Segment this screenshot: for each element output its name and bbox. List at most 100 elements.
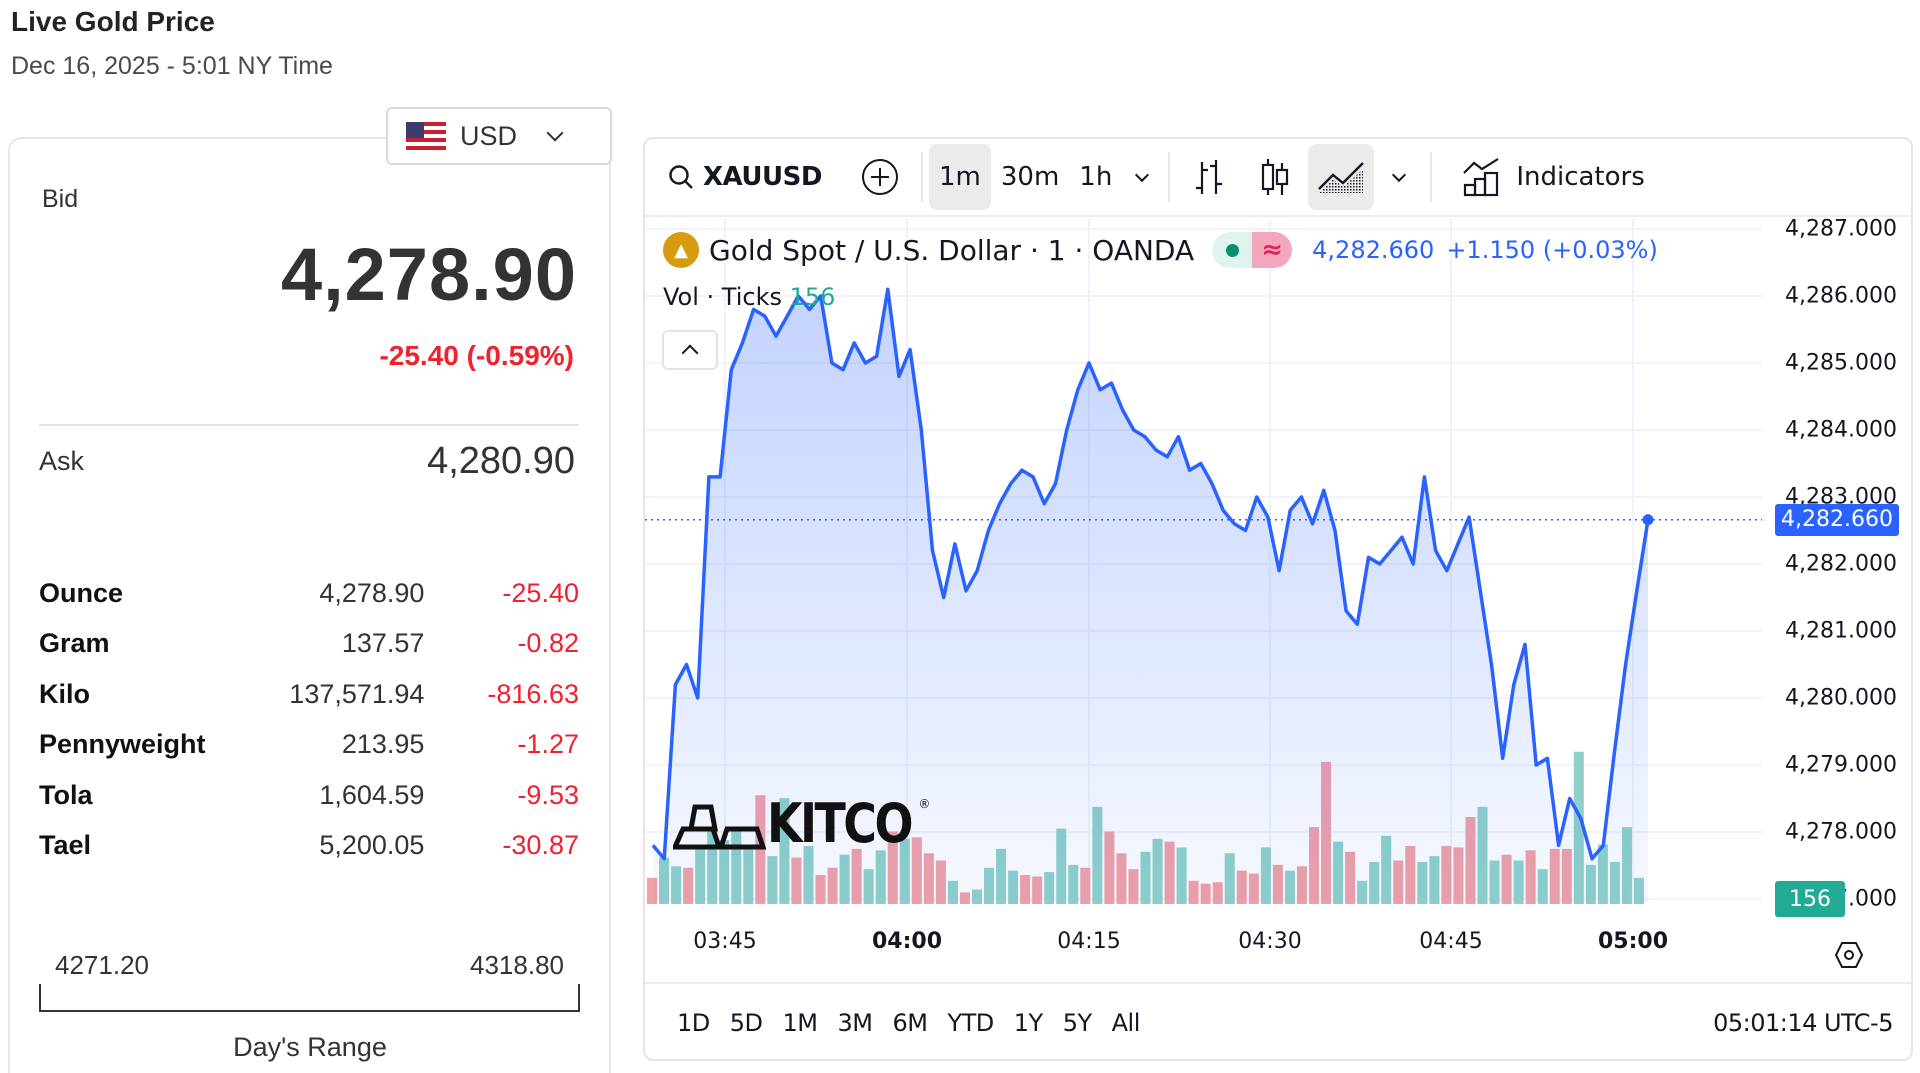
unit-change: -30.87 [502,830,579,861]
range-6m[interactable]: 6M [892,1009,928,1037]
unit-row-ounce: Ounce 4,278.90 -25.40 [39,568,579,619]
page-title: Live Gold Price [11,6,215,37]
unit-name: Gram [39,628,110,659]
unit-change: -9.53 [517,779,579,810]
time-tick: 03:45 [693,929,757,954]
time-tick: 04:30 [1238,929,1302,954]
toolbar-divider [921,152,923,202]
kitco-wordmark: KITCO [767,792,913,855]
area-chart-icon [1318,162,1365,193]
chart-plot-area[interactable]: ▲ Gold Spot / U.S. Dollar · 1 · OANDA ≈ … [645,216,1911,983]
currency-value: USD [460,120,518,151]
price-tick: 4,285.000 [1785,350,1897,376]
legend-change: +1.150 (+0.03%) [1446,236,1658,264]
chevron-down-icon [1392,167,1407,182]
page-datetime: Dec 16, 2025 - 5:01 NY Time [11,52,333,80]
kitco-watermark: KITCO ® [673,797,930,851]
registered-mark: ® [918,797,931,811]
unit-row-tael: Tael 5,200.05 -30.87 [39,821,579,872]
bid-price: 4,278.90 [280,233,577,316]
day-range-label: Day's Range [233,1032,387,1062]
range-all[interactable]: All [1111,1009,1141,1037]
price-tick: 4,287.000 [1785,216,1897,242]
price-tick: 4,286.000 [1785,283,1897,309]
date-range-bar: 1D 5D 1M 3M 6M YTD 1Y 5Y All 05:01:14 UT… [645,982,1911,1059]
search-icon [669,165,693,189]
last-price-tag: 4,282.660 [1775,503,1899,536]
interval-1h[interactable]: 1h [1079,162,1113,192]
collapse-legend-button[interactable] [662,330,718,370]
bid-change: -25.40 (-0.59%) [379,340,574,371]
toolbar-divider [1430,152,1433,202]
chart-widget: XAUUSD 1m 30m 1h Indicators [643,137,1913,1061]
unit-row-pennyweight: Pennyweight 213.95 -1.27 [39,720,579,771]
time-tick: 04:15 [1057,929,1121,954]
unit-change: -25.40 [502,577,579,608]
candles-chart-type-button[interactable] [1242,144,1308,210]
toolbar-divider [1168,152,1171,202]
unit-name: Pennyweight [39,729,206,760]
time-tick: 05:00 [1597,929,1669,954]
price-tick: 4,279.000 [1785,752,1897,778]
price-tick: 4,280.000 [1785,685,1897,711]
delayed-data-icon: ≈ [1252,232,1293,268]
unit-price-table: Ounce 4,278.90 -25.40 Gram 137.57 -0.82 … [39,568,579,871]
indicators-label: Indicators [1516,162,1645,192]
volume-tag: 156 [1775,881,1845,917]
range-5y[interactable]: 5Y [1062,1009,1092,1037]
market-open-icon [1212,232,1253,268]
compare-symbol-button[interactable] [845,144,915,210]
ask-price: 4,280.90 [427,440,575,482]
interval-30m[interactable]: 30m [1000,162,1060,192]
symbol-label: XAUUSD [703,162,822,192]
range-1d[interactable]: 1D [677,1009,710,1037]
time-tick: 04:00 [871,929,943,954]
unit-price: 1,604.59 [319,779,425,810]
price-chart [645,219,1762,904]
price-tick: 4,278.000 [1785,819,1897,845]
volume-label: Vol · Ticks [663,283,782,311]
chevron-down-icon [546,124,564,142]
unit-name: Ounce [39,577,124,608]
chevron-up-icon [681,344,699,362]
currency-select[interactable]: USD [386,107,612,165]
unit-name: Tael [39,830,92,861]
day-range-high: 4318.80 [470,950,564,980]
candlestick-icon [1262,159,1289,195]
price-tick: 4,284.000 [1785,417,1897,443]
time-tick: 04:45 [1419,929,1483,954]
us-flag-icon [406,122,446,150]
range-ytd[interactable]: YTD [947,1009,994,1037]
divider [39,424,579,426]
area-chart-type-button[interactable] [1308,144,1375,210]
chevron-down-icon [1135,167,1150,182]
range-5d[interactable]: 5D [729,1009,763,1037]
unit-price: 137,571.94 [289,678,425,709]
price-tick: 4,282.000 [1785,551,1897,577]
chart-toolbar: XAUUSD 1m 30m 1h Indicators [645,139,1911,217]
symbol-search-button[interactable]: XAUUSD [645,144,845,210]
unit-change: -0.82 [517,628,579,659]
range-1m[interactable]: 1M [782,1009,818,1037]
chart-clock[interactable]: 05:01:14 UTC-5 [1713,1009,1893,1037]
volume-legend: Vol · Ticks 156 [663,283,835,311]
legend-price: 4,282.660 [1312,236,1435,264]
price-axis[interactable]: 4,287.000 4,286.000 4,285.000 4,284.000 4,28… [1762,216,1911,983]
interval-1m[interactable]: 1m [929,144,991,210]
bar-chart-type-button[interactable] [1176,144,1242,210]
chart-settings-button[interactable] [1832,938,1866,972]
gold-bars-icon: ▲ [663,232,699,268]
market-status-pill[interactable]: ≈ [1212,232,1293,268]
unit-price: 213.95 [341,729,425,760]
interval-menu-button[interactable] [1122,144,1162,210]
day-range-low: 4271.20 [55,950,149,980]
unit-row-gram: Gram 137.57 -0.82 [39,619,579,670]
unit-name: Tola [39,779,93,810]
range-1y[interactable]: 1Y [1013,1009,1043,1037]
ohlc-bars-icon [1196,160,1223,194]
unit-price: 137.57 [341,628,425,659]
indicators-button[interactable]: Indicators [1438,144,1645,210]
chart-type-menu-button[interactable] [1374,144,1424,210]
range-3m[interactable]: 3M [837,1009,873,1037]
series-title: Gold Spot / U.S. Dollar · 1 · OANDA [709,233,1195,267]
